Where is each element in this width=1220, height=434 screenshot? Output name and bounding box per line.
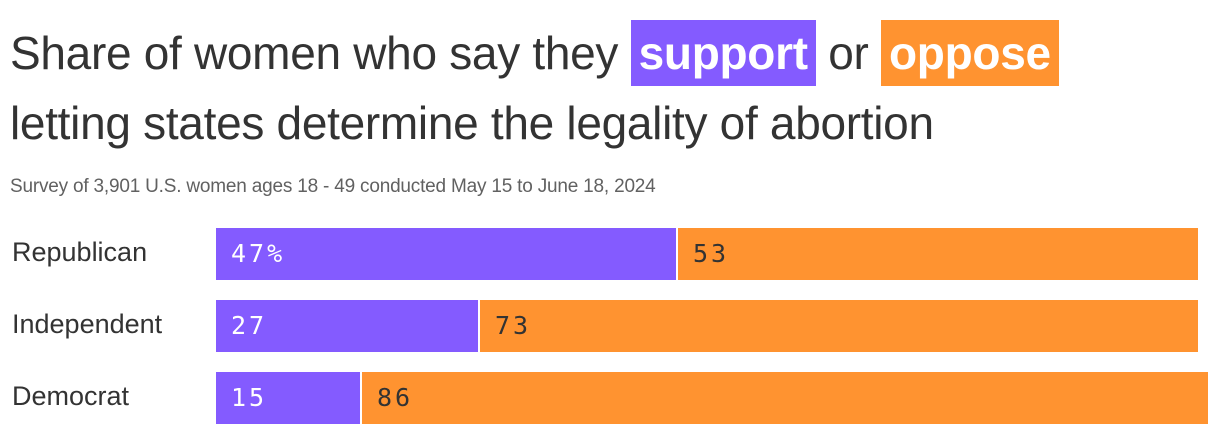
bar-oppose: 86 xyxy=(362,372,1208,424)
row-label: Democrat xyxy=(12,381,130,411)
value-label: 86 xyxy=(377,383,414,412)
legend-support-badge: support xyxy=(630,20,816,86)
title-line-2: letting states determine the legality of… xyxy=(10,97,934,149)
chart-title: Share of women who say they support or o… xyxy=(10,18,1210,158)
value-label: 15 xyxy=(231,383,268,412)
row-label: Independent xyxy=(12,309,163,339)
title-text: Share of women who say they xyxy=(10,27,619,79)
bar-oppose: 53 xyxy=(678,228,1198,280)
value-label: 47% xyxy=(231,239,286,268)
chart-subtitle: Survey of 3,901 U.S. women ages 18 - 49 … xyxy=(10,176,656,197)
bar-row-democrat: Democrat 15 86 xyxy=(0,372,1220,424)
bar-support: 15 xyxy=(216,372,360,424)
row-label: Republican xyxy=(12,237,148,267)
bar-support: 27 xyxy=(216,300,478,352)
legend-oppose-badge: oppose xyxy=(881,20,1059,86)
value-label: 53 xyxy=(693,239,730,268)
bar-row-independent: Independent 27 73 xyxy=(0,300,1220,352)
title-line-1: Share of women who say they support or o… xyxy=(10,18,1210,88)
bar-oppose: 73 xyxy=(480,300,1198,352)
bar-support: 47% xyxy=(216,228,676,280)
bar-row-republican: Republican 47% 53 xyxy=(0,228,1220,280)
value-label: 27 xyxy=(231,311,268,340)
title-or: or xyxy=(828,27,869,79)
value-label: 73 xyxy=(495,311,532,340)
